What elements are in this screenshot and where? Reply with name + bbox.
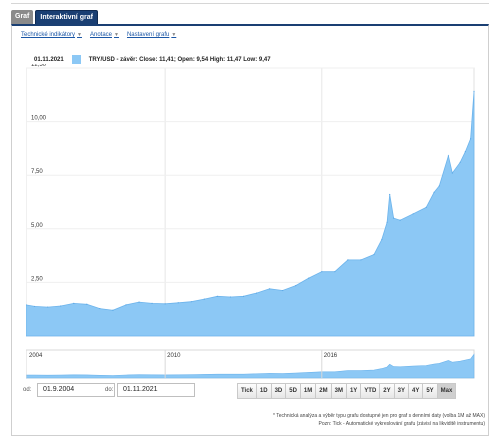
range-button-3d[interactable]: 3D [270, 383, 287, 399]
menu-chart-settings-label: Nastavení grafu [126, 32, 170, 38]
navigator-year-label: 2010 [167, 353, 181, 359]
data-point [164, 303, 166, 305]
data-point [389, 193, 391, 196]
to-label: do: [105, 387, 114, 393]
chevron-down-icon: ▼ [114, 32, 119, 38]
range-button-max[interactable]: Max [436, 383, 457, 399]
data-point [112, 309, 114, 311]
data-point [99, 307, 101, 310]
data-point [321, 271, 323, 273]
tab-bar: Graf Interaktivní graf [11, 10, 98, 26]
range-button-1m[interactable]: 1M [299, 383, 317, 399]
data-point [464, 151, 466, 153]
y-tick-label: 12,50 [31, 64, 47, 68]
data-point [190, 301, 192, 303]
range-button-3y[interactable]: 3Y [393, 383, 409, 399]
chart-menu: Technické indikátory ▼ Anotace ▼ Nastavení… [21, 32, 176, 38]
data-point [34, 305, 36, 308]
data-point [47, 306, 49, 308]
menu-technical-indicators[interactable]: Technické indikátory ▼ [21, 32, 82, 38]
legend-text: TRY/USD - závěr: Close: 11,41; Open: 9,5… [88, 56, 271, 63]
data-point [447, 155, 450, 157]
footnote-1: * Technická analýza a výběr typu grafu d… [273, 413, 485, 419]
legend-date: 01.11.2021 [34, 56, 64, 63]
tab-graf[interactable]: Graf [11, 10, 34, 24]
data-point [216, 295, 218, 297]
y-tick-label: 2,50 [31, 276, 43, 282]
data-point [473, 90, 475, 92]
data-point [438, 185, 440, 187]
data-point [392, 217, 395, 219]
data-point [86, 303, 88, 305]
range-controls: od: 01.9.2004 do: 01.11.2021 Tick 1D 3D 5D 1… [21, 383, 473, 399]
from-label: od: [23, 387, 32, 393]
y-tick-label: 7,50 [31, 169, 43, 175]
range-button-2y[interactable]: 2Y [379, 383, 395, 399]
data-point [399, 219, 401, 221]
range-button-1d[interactable]: 1D [255, 383, 272, 399]
data-point [412, 213, 414, 215]
range-button-2m[interactable]: 2M [315, 383, 332, 399]
footnote-2: Pozn: Tick - Automatické vykreslování gr… [318, 421, 485, 427]
data-point [334, 271, 336, 273]
range-button-5y[interactable]: 5Y [422, 383, 438, 399]
to-date-input[interactable]: 01.11.2021 [117, 383, 195, 397]
range-button-ytd[interactable]: YTD [360, 383, 381, 399]
data-point [242, 295, 245, 297]
data-point [425, 206, 427, 208]
data-point [295, 285, 297, 287]
legend-swatch [71, 55, 81, 64]
navigator-year-label: 2016 [324, 353, 338, 359]
data-point [60, 305, 62, 307]
data-point [360, 259, 362, 261]
menu-annotations-label: Anotace [89, 32, 113, 38]
data-point [138, 301, 140, 303]
price-area [26, 91, 475, 337]
from-date-input[interactable]: 01.9.2004 [37, 383, 115, 397]
range-button-4y[interactable]: 4Y [407, 383, 424, 399]
data-point [451, 172, 453, 174]
data-point [125, 304, 127, 306]
chevron-down-icon: ▼ [77, 32, 82, 38]
data-point [470, 138, 472, 140]
data-point [73, 302, 75, 305]
data-point [433, 191, 435, 193]
data-point [177, 302, 179, 304]
chevron-down-icon: ▼ [171, 32, 177, 38]
menu-chart-settings[interactable]: Nastavení grafu ▼ [127, 32, 176, 38]
range-button-tick[interactable]: Tick [237, 383, 257, 399]
data-point [203, 298, 205, 300]
navigator-year-label: 2004 [29, 353, 43, 359]
data-point [308, 277, 310, 279]
range-button-3m[interactable]: 3M [330, 383, 347, 399]
data-point [282, 289, 284, 292]
data-point [268, 288, 271, 290]
data-point [347, 259, 349, 261]
data-point [26, 304, 27, 306]
data-point [386, 221, 388, 223]
data-point [255, 292, 258, 294]
range-button-1y[interactable]: 1Y [345, 383, 362, 399]
data-point [229, 296, 232, 298]
top-divider [11, 3, 489, 4]
menu-annotations[interactable]: Anotace ▼ [90, 32, 119, 38]
data-point [459, 161, 461, 163]
navigator-area [26, 353, 475, 379]
menu-technical-indicators-label: Technické indikátory [21, 32, 76, 38]
data-point [381, 238, 383, 241]
data-point [373, 253, 375, 256]
y-tick-label: 5,00 [31, 223, 43, 229]
y-tick-label: 10,00 [31, 116, 47, 122]
chart-legend: 01.11.2021 TRY/USD - závěr: Close: 11,41… [34, 55, 271, 64]
range-button-5d[interactable]: 5D [285, 383, 301, 399]
data-point [151, 302, 153, 305]
range-button-group: Tick 1D 3D 5D 1M 2M 3M 1Y YTD 2Y 3Y 4Y 5Y Max [237, 383, 457, 399]
